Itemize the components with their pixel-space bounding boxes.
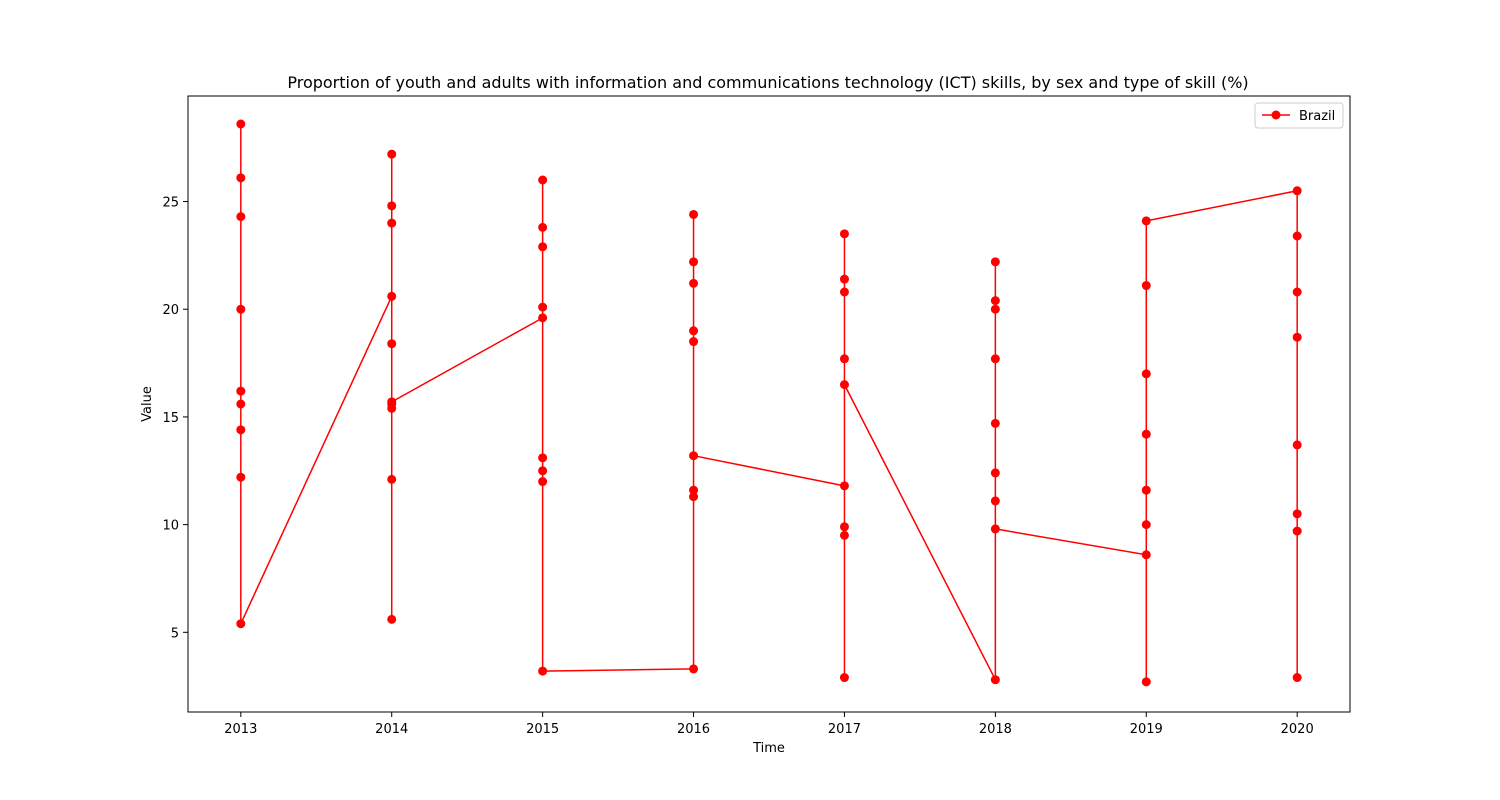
- data-point: [236, 399, 246, 409]
- data-point: [1141, 369, 1151, 379]
- data-point: [689, 337, 699, 347]
- data-point: [1292, 287, 1302, 297]
- legend-marker: [1271, 110, 1281, 120]
- data-point: [538, 666, 548, 676]
- y-tick-label: 5: [171, 626, 179, 641]
- series-line: [240, 124, 1298, 683]
- data-point: [1292, 509, 1302, 519]
- data-point: [689, 664, 699, 674]
- data-point: [1292, 231, 1302, 241]
- y-tick-label: 15: [162, 411, 179, 426]
- data-point: [990, 675, 1000, 685]
- data-point: [1141, 216, 1151, 226]
- data-point: [689, 492, 699, 502]
- data-point: [538, 222, 548, 232]
- data-point: [1141, 550, 1151, 560]
- data-point: [990, 524, 1000, 534]
- data-point: [839, 274, 849, 284]
- data-point: [236, 119, 246, 129]
- data-point: [387, 291, 397, 301]
- data-point: [387, 474, 397, 484]
- x-tick-label: 2013: [224, 722, 257, 737]
- data-point: [1292, 673, 1302, 683]
- legend-box: [1254, 102, 1344, 129]
- data-point: [990, 304, 1000, 314]
- data-point: [689, 451, 699, 461]
- data-point: [1141, 429, 1151, 439]
- data-point: [990, 257, 1000, 267]
- x-tick-label: 2017: [828, 722, 861, 737]
- data-point: [839, 229, 849, 239]
- data-point: [538, 302, 548, 312]
- data-point: [839, 287, 849, 297]
- y-axis: 5 10 15 20 25: [162, 196, 188, 641]
- x-tick-label: 2014: [375, 722, 408, 737]
- data-point: [236, 472, 246, 482]
- data-point: [990, 296, 1000, 306]
- data-point: [1141, 520, 1151, 530]
- data-point: [1141, 677, 1151, 687]
- data-point: [990, 418, 1000, 428]
- data-point: [1292, 186, 1302, 196]
- data-point: [236, 173, 246, 183]
- data-point: [990, 354, 1000, 364]
- x-tick-label: 2016: [677, 722, 710, 737]
- chart-title: Proportion of youth and adults with info…: [287, 73, 1248, 92]
- x-tick-label: 2020: [1281, 722, 1314, 737]
- data-point: [1141, 485, 1151, 495]
- x-axis-title: Time: [752, 741, 785, 756]
- legend: Brazil: [1254, 102, 1344, 129]
- x-axis: 2013 2014 2015 2016 2017 2018 2019 2020: [224, 712, 1314, 737]
- y-tick-label: 25: [162, 196, 179, 211]
- data-point: [990, 468, 1000, 478]
- data-point: [387, 403, 397, 413]
- data-point: [990, 496, 1000, 506]
- data-point: [538, 466, 548, 476]
- data-point: [689, 257, 699, 267]
- y-axis-title: Value: [140, 386, 155, 422]
- data-point: [1292, 440, 1302, 450]
- data-point: [538, 175, 548, 185]
- x-tick-label: 2015: [526, 722, 559, 737]
- data-point: [1141, 281, 1151, 291]
- data-point: [538, 453, 548, 463]
- data-point: [538, 477, 548, 487]
- y-tick-label: 10: [162, 519, 179, 534]
- data-point: [689, 278, 699, 288]
- data-point: [387, 149, 397, 159]
- data-point: [839, 380, 849, 390]
- x-tick-label: 2019: [1130, 722, 1163, 737]
- data-point: [839, 354, 849, 364]
- x-tick-label: 2018: [979, 722, 1012, 737]
- data-point: [538, 313, 548, 323]
- data-point: [236, 386, 246, 396]
- data-point: [387, 397, 397, 407]
- legend-label: Brazil: [1299, 109, 1335, 124]
- data-point: [387, 614, 397, 624]
- plot-frame: [187, 95, 1351, 713]
- data-point: [387, 218, 397, 228]
- data-point: [387, 339, 397, 349]
- data-point: [236, 425, 246, 435]
- data-point: [839, 481, 849, 491]
- data-point: [1292, 332, 1302, 342]
- y-tick-label: 20: [162, 303, 179, 318]
- data-point: [839, 522, 849, 532]
- data-point: [839, 530, 849, 540]
- data-point: [689, 209, 699, 219]
- data-point: [236, 619, 246, 629]
- data-point: [689, 326, 699, 336]
- data-point: [839, 673, 849, 683]
- data-point: [689, 485, 699, 495]
- series-layer: [236, 119, 1302, 687]
- data-point: [236, 212, 246, 222]
- data-point: [236, 304, 246, 314]
- data-point: [387, 201, 397, 211]
- data-point: [1292, 526, 1302, 536]
- data-point: [538, 242, 548, 252]
